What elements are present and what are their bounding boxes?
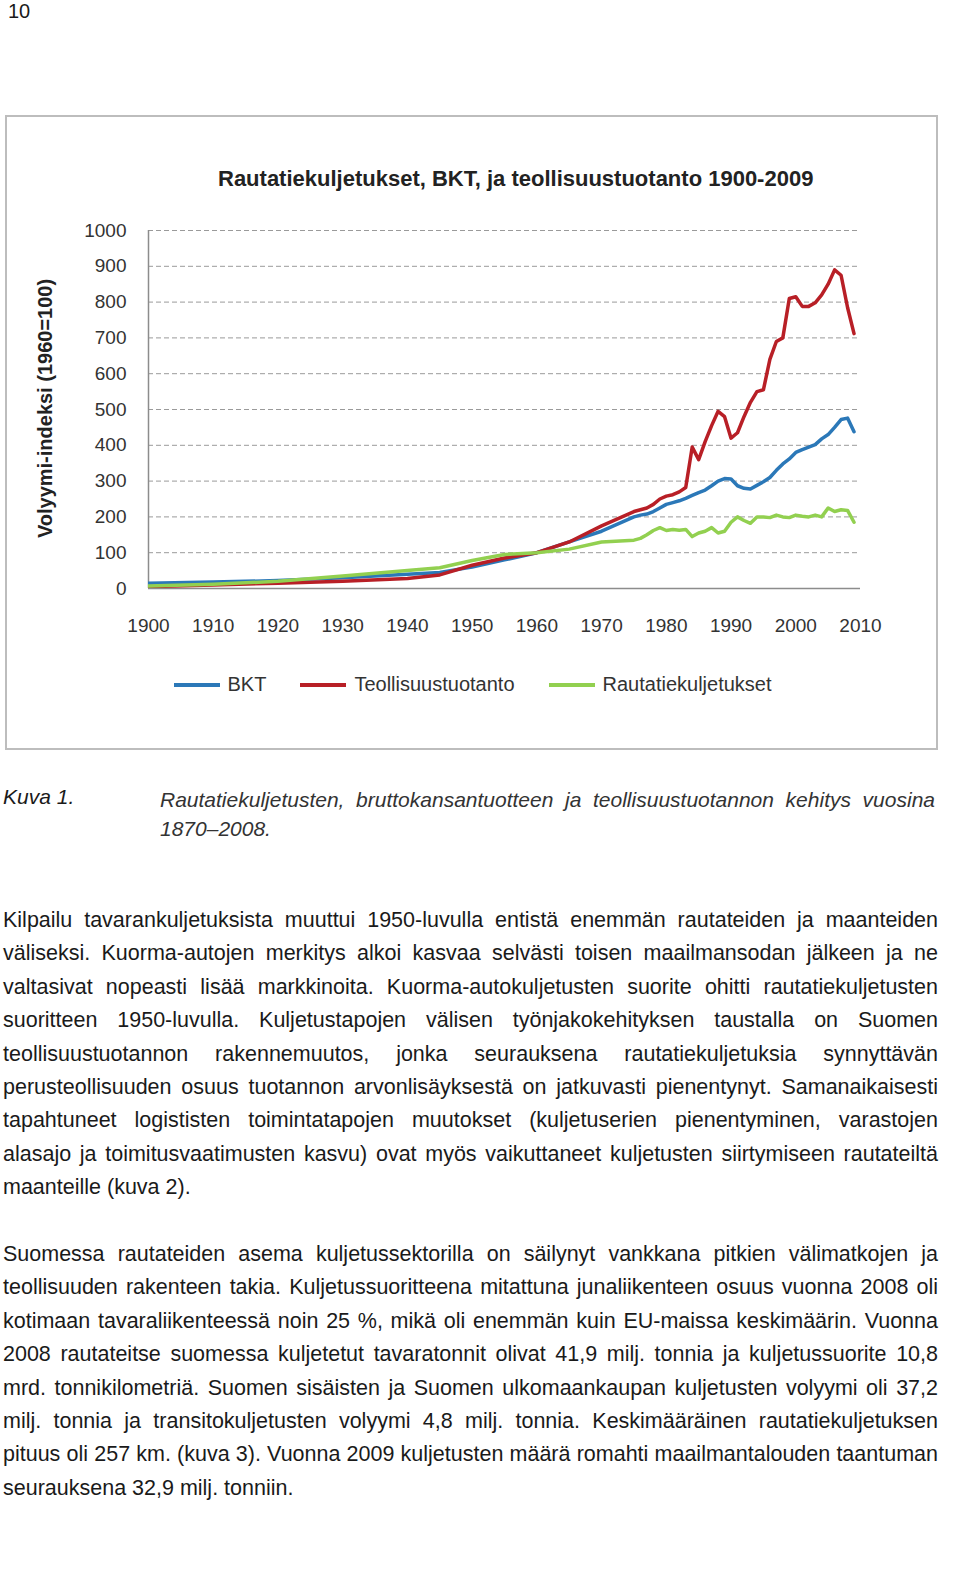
svg-text:2000: 2000 [775,615,817,636]
svg-text:1970: 1970 [580,615,622,636]
svg-text:300: 300 [95,470,127,491]
svg-text:200: 200 [95,506,127,527]
svg-text:600: 600 [95,363,127,384]
svg-text:1000: 1000 [84,220,126,241]
html-text:Suomessa rautateiden asema kul: Suomessa rautateiden asema kuljetussekto… [3,1242,938,1500]
html-text:Kilpailu tavarankuljetuksista: Kilpailu tavarankuljetuksista muuttui 19… [3,908,938,1200]
svg-text:2010: 2010 [839,615,881,636]
svg-text:500: 500 [95,399,127,420]
svg-text:900: 900 [95,255,127,276]
svg-text:1910: 1910 [192,615,234,636]
svg-text:1940: 1940 [386,615,428,636]
html-text:10: 10 [8,0,31,22]
svg-text:1920: 1920 [257,615,299,636]
svg-text:1930: 1930 [322,615,364,636]
svg-text:0: 0 [116,578,127,599]
html-text:BKT: BKT [227,673,267,695]
svg-text:1950: 1950 [451,615,493,636]
svg-text:700: 700 [95,327,127,348]
html-text:Kuva 1.: Kuva 1. [3,785,75,808]
svg-text:1960: 1960 [516,615,558,636]
svg-text:1980: 1980 [645,615,687,636]
svg-text:1900: 1900 [127,615,169,636]
html-text:Volyymi-indeksi (1960=100): Volyymi-indeksi (1960=100) [33,278,56,539]
svg-text:1990: 1990 [710,615,752,636]
html-text:Rautatiekuljetukset, BKT, ja t: Rautatiekuljetukset, BKT, ja teollisuust… [218,166,814,191]
html-text:Rautatiekuljetukset: Rautatiekuljetukset [602,673,772,695]
html-text:Teollisuustuotanto: Teollisuustuotanto [354,673,515,695]
svg-text:400: 400 [95,434,127,455]
svg-text:100: 100 [95,542,127,563]
svg-text:800: 800 [95,291,127,312]
html-text:Rautatiekuljetusten, bruttokan: Rautatiekuljetusten, bruttokansantuottee… [160,788,935,840]
